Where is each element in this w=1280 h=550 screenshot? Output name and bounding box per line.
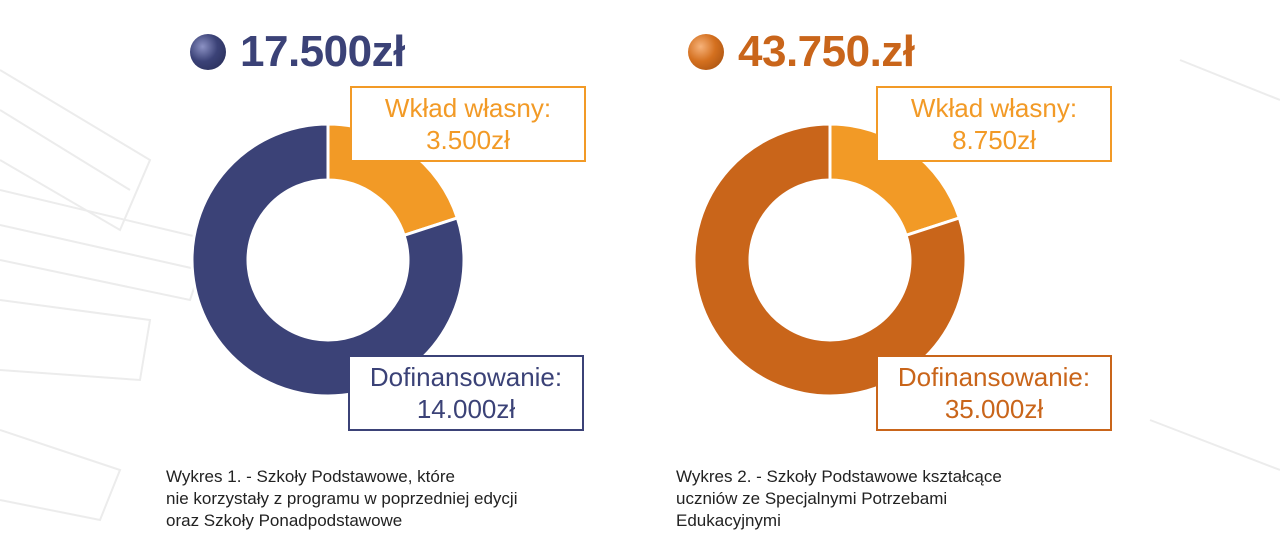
chart-panel-2: 43.750.zł Wkład własny: 8.750zł Dofinans…	[650, 0, 1210, 550]
chart-1-caption: Wykres 1. - Szkoły Podstawowe, które nie…	[166, 466, 518, 532]
chart-2-funding-callout: Dofinansowanie: 35.000zł	[876, 355, 1112, 431]
chart-1-own-contribution-label: Wkład własny:	[384, 93, 552, 123]
chart-1-own-contribution-callout: Wkład własny: 3.500zł	[350, 86, 586, 162]
chart-1-total: 17.500zł	[190, 26, 405, 78]
chart-1-funding-label: Dofinansowanie:	[369, 362, 563, 392]
chart-1-own-contribution-value: 3.500zł	[426, 125, 510, 155]
chart-1-caption-line: nie korzystały z programu w poprzedniej …	[166, 489, 518, 508]
chart-2-funding-label: Dofinansowanie:	[897, 362, 1091, 392]
chart-2-caption-line: uczniów ze Specjalnymi Potrzebami	[676, 489, 948, 508]
chart-2-caption: Wykres 2. - Szkoły Podstawowe kształcące…	[676, 466, 1002, 532]
chart-2-own-contribution-callout: Wkład własny: 8.750zł	[876, 86, 1112, 162]
chart-2-caption-line: Wykres 2. - Szkoły Podstawowe kształcące	[676, 467, 1002, 486]
chart-2-ball-icon	[688, 34, 724, 70]
chart-2-total: 43.750.zł	[688, 26, 915, 78]
chart-1-ball-icon	[190, 34, 226, 70]
chart-1-funding-value: 14.000zł	[416, 394, 516, 424]
chart-2-funding-value: 35.000zł	[944, 394, 1044, 424]
chart-1-funding-callout: Dofinansowanie: 14.000zł	[348, 355, 584, 431]
chart-2-own-contribution-label: Wkład własny:	[910, 93, 1078, 123]
chart-2-caption-line: Edukacyjnymi	[676, 511, 781, 530]
chart-1-caption-line: Wykres 1. - Szkoły Podstawowe, które	[166, 467, 455, 486]
chart-2-donut	[692, 122, 968, 398]
chart-2-own-contribution-value: 8.750zł	[952, 125, 1036, 155]
chart-1-caption-line: oraz Szkoły Ponadpodstawowe	[166, 511, 403, 530]
chart-panel-1: 17.500zł Wkład własny: 3.500zł Dofinanso…	[150, 0, 710, 550]
chart-1-total-value: 17.500zł	[240, 27, 405, 76]
chart-2-total-value: 43.750.zł	[738, 27, 915, 76]
